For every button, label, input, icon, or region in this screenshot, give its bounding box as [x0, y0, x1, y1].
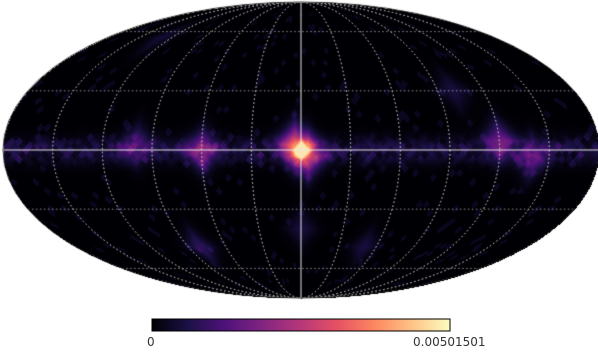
colorbar-min-label: 0 — [147, 335, 155, 349]
colorbar-max-label: 0.00501501 — [413, 335, 486, 349]
colorbar-bar — [151, 318, 451, 332]
mollweide-sky-map — [0, 0, 598, 305]
